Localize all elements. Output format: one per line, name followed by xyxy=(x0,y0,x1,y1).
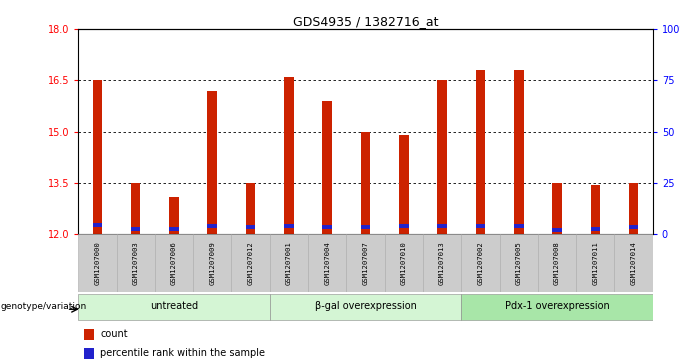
Bar xyxy=(193,234,231,292)
Bar xyxy=(399,224,409,228)
Bar xyxy=(308,234,346,292)
Bar xyxy=(629,225,639,229)
Bar xyxy=(284,77,294,234)
Bar xyxy=(155,234,193,292)
Bar xyxy=(552,228,562,232)
Bar xyxy=(461,234,500,292)
Bar xyxy=(270,234,308,292)
Bar xyxy=(131,183,141,234)
Bar xyxy=(423,234,461,292)
Text: count: count xyxy=(100,329,128,339)
Bar xyxy=(360,225,371,229)
Text: GSM1207003: GSM1207003 xyxy=(133,241,139,285)
Text: Pdx-1 overexpression: Pdx-1 overexpression xyxy=(505,301,609,311)
Bar xyxy=(437,224,447,228)
Text: GSM1207013: GSM1207013 xyxy=(439,241,445,285)
Text: GSM1207008: GSM1207008 xyxy=(554,241,560,285)
Bar xyxy=(615,234,653,292)
Bar xyxy=(629,183,639,234)
Bar xyxy=(92,80,102,234)
Text: GSM1207009: GSM1207009 xyxy=(209,241,216,285)
Bar xyxy=(500,234,538,292)
Bar xyxy=(78,234,116,292)
Bar xyxy=(475,70,486,234)
Bar xyxy=(116,234,155,292)
Bar xyxy=(322,101,332,234)
Text: GSM1207007: GSM1207007 xyxy=(362,241,369,285)
Bar xyxy=(84,348,95,359)
Bar xyxy=(207,224,217,228)
Text: GSM1207006: GSM1207006 xyxy=(171,241,177,285)
Bar xyxy=(169,196,179,234)
Bar xyxy=(552,183,562,234)
Bar xyxy=(538,234,576,292)
Text: GSM1207004: GSM1207004 xyxy=(324,241,330,285)
Bar xyxy=(360,132,371,234)
Text: β-gal overexpression: β-gal overexpression xyxy=(315,301,416,311)
Bar xyxy=(322,225,332,229)
Bar xyxy=(590,184,600,234)
Text: GSM1207002: GSM1207002 xyxy=(477,241,483,285)
Text: GSM1207005: GSM1207005 xyxy=(515,241,522,285)
Text: GSM1207001: GSM1207001 xyxy=(286,241,292,285)
Text: GSM1207000: GSM1207000 xyxy=(95,241,101,285)
Bar xyxy=(514,224,524,228)
Bar xyxy=(207,91,217,234)
Text: percentile rank within the sample: percentile rank within the sample xyxy=(100,348,265,358)
Bar xyxy=(461,294,653,320)
Bar xyxy=(245,225,256,229)
Bar xyxy=(245,183,256,234)
Bar xyxy=(576,234,615,292)
Bar xyxy=(92,223,102,227)
Bar xyxy=(399,135,409,234)
Text: GSM1207014: GSM1207014 xyxy=(630,241,636,285)
Text: GSM1207011: GSM1207011 xyxy=(592,241,598,285)
Title: GDS4935 / 1382716_at: GDS4935 / 1382716_at xyxy=(293,15,438,28)
Bar xyxy=(270,294,461,320)
Bar xyxy=(590,227,600,231)
Text: untreated: untreated xyxy=(150,301,198,311)
Bar xyxy=(346,234,385,292)
Bar xyxy=(437,80,447,234)
Bar xyxy=(131,227,141,231)
Bar xyxy=(231,234,270,292)
Bar xyxy=(514,70,524,234)
Text: GSM1207012: GSM1207012 xyxy=(248,241,254,285)
Bar xyxy=(84,329,95,340)
Bar xyxy=(78,294,270,320)
Bar xyxy=(385,234,423,292)
Bar xyxy=(475,224,486,228)
Text: genotype/variation: genotype/variation xyxy=(1,302,87,311)
Bar xyxy=(284,224,294,228)
Text: GSM1207010: GSM1207010 xyxy=(401,241,407,285)
Bar xyxy=(169,227,179,231)
